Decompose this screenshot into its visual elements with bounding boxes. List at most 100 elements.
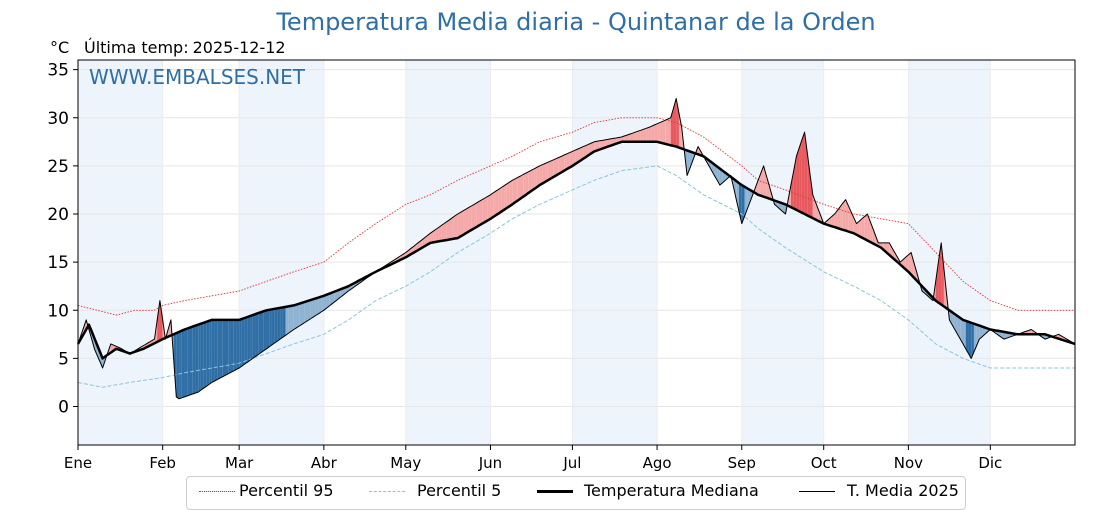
temperature-chart: 0 5 10 15 20 25 30 35 Ene Feb Mar Abr May Jun Jul Ago Se…: [47, 59, 1076, 472]
below-median-fill: [293, 304, 297, 330]
below-median-fill: [337, 289, 341, 300]
above-median-fill: [444, 221, 447, 241]
above-median-fill: [460, 210, 464, 237]
above-median-fill: [435, 227, 439, 242]
below-median-fill: [274, 308, 278, 343]
above-median-fill: [632, 132, 636, 142]
above-median-fill: [804, 132, 808, 216]
above-median-fill: [602, 139, 606, 149]
above-median-fill: [580, 146, 584, 161]
above-median-fill: [889, 242, 892, 258]
below-median-fill: [214, 319, 218, 381]
above-median-fill: [853, 217, 857, 235]
above-median-fill: [427, 233, 431, 245]
below-median-fill: [258, 312, 262, 355]
below-median-fill: [189, 326, 193, 395]
above-median-fill: [561, 155, 565, 173]
above-median-fill: [487, 194, 491, 221]
below-median-fill: [266, 309, 270, 349]
above-median-fill: [452, 215, 455, 240]
y-tick-label: 5: [58, 349, 69, 369]
above-median-fill: [831, 214, 835, 228]
below-median-fill: [334, 290, 338, 302]
above-median-fill: [867, 214, 871, 242]
above-median-fill: [490, 192, 494, 219]
below-median-fill: [736, 181, 740, 212]
below-median-fill: [968, 321, 972, 359]
above-median-fill: [586, 144, 589, 157]
above-median-fill: [594, 141, 597, 152]
above-median-fill: [856, 221, 860, 237]
last-temp-label: Última temp:: [84, 38, 189, 57]
legend-p5-swatch: [369, 491, 405, 492]
below-median-fill: [222, 319, 226, 377]
unit-label: °C: [50, 38, 70, 57]
y-tick-label: 10: [47, 301, 69, 321]
below-median-fill: [181, 329, 185, 398]
chart-title: Temperatura Media diaria - Quintanar de …: [276, 8, 876, 36]
y-tick-label: 15: [47, 253, 69, 273]
above-median-fill: [859, 218, 862, 238]
above-median-fill: [646, 127, 649, 142]
above-median-fill: [575, 149, 578, 165]
below-median-fill: [315, 297, 319, 316]
above-median-fill: [515, 177, 518, 203]
above-median-fill: [872, 228, 876, 245]
above-median-fill: [668, 117, 671, 146]
y-tick-label: 35: [47, 61, 69, 81]
above-median-fill: [159, 300, 163, 341]
above-median-fill: [627, 134, 630, 142]
below-median-fill: [247, 316, 251, 363]
legend-p95-label: Percentil 95: [239, 481, 334, 500]
above-median-fill: [558, 156, 562, 174]
above-median-fill: [528, 170, 532, 193]
above-median-fill: [454, 214, 458, 239]
above-median-fill: [643, 128, 647, 142]
above-median-fill: [471, 204, 475, 231]
month-shade: [239, 60, 324, 445]
above-median-fill: [648, 126, 652, 142]
below-median-fill: [220, 319, 223, 379]
below-median-fill: [263, 310, 267, 351]
last-temp-date: 2025-12-12: [192, 38, 286, 57]
below-median-fill: [203, 321, 207, 389]
y-tick-label: 30: [47, 109, 69, 129]
below-median-fill: [744, 186, 748, 217]
month-shade: [572, 60, 658, 445]
above-median-fill: [654, 123, 658, 142]
below-median-fill: [323, 294, 327, 311]
above-median-fill: [531, 168, 535, 191]
below-median-fill: [291, 305, 294, 332]
x-tick-label: Feb: [149, 454, 176, 472]
below-median-fill: [301, 301, 305, 325]
above-median-fill: [588, 143, 592, 156]
above-median-fill: [449, 217, 453, 240]
below-median-fill: [225, 319, 229, 376]
below-median-fill: [252, 314, 256, 359]
above-median-fill: [157, 300, 160, 342]
above-median-fill: [517, 175, 521, 201]
series-temperatura-mediana: [76, 140, 1076, 360]
above-median-fill: [599, 140, 603, 150]
above-median-fill: [845, 199, 849, 232]
above-median-fill: [523, 173, 526, 197]
above-median-fill: [837, 206, 841, 229]
below-median-fill: [230, 319, 234, 373]
above-median-fill: [465, 207, 469, 234]
above-median-fill: [629, 133, 633, 142]
above-median-fill: [577, 147, 581, 163]
below-median-fill: [228, 319, 231, 374]
below-median-fill: [200, 322, 204, 391]
above-median-fill: [474, 202, 477, 229]
x-tick-label: Dic: [978, 454, 1002, 472]
above-median-fill: [621, 136, 625, 142]
below-median-fill: [211, 319, 215, 383]
below-median-fill: [296, 303, 300, 328]
last-temp: Última temp: 2025-12-12: [84, 38, 290, 57]
above-median-fill: [534, 167, 537, 189]
above-median-fill: [566, 152, 570, 170]
above-median-fill: [799, 140, 802, 213]
above-median-fill: [441, 223, 445, 241]
above-median-fill: [796, 148, 800, 212]
month-shade: [908, 60, 991, 445]
